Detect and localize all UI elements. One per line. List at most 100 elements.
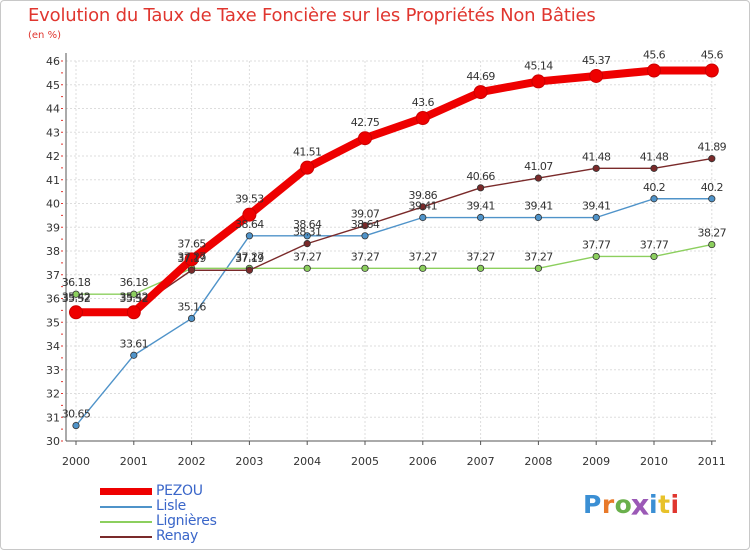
data-label-lignieres: 36.18 xyxy=(120,276,149,289)
point-lignieres xyxy=(361,264,369,272)
data-label-renay: 41.48 xyxy=(640,150,669,163)
data-label-pezou: 35.42 xyxy=(120,290,149,303)
point-pezou xyxy=(473,85,488,100)
legend-swatch-lignieres xyxy=(100,520,152,523)
point-lignieres xyxy=(650,252,658,261)
data-label-lisle: 38.64 xyxy=(293,218,322,231)
data-label-renay: 41.89 xyxy=(698,141,727,154)
y-tick-label: 39 xyxy=(46,221,60,234)
x-tick-label: 2001 xyxy=(120,455,148,468)
logo-letter: o xyxy=(614,490,633,519)
data-labels: 30.65 33.61 35.16 38.64 38.64 38.64 39.41 39.41… xyxy=(62,49,727,421)
legend-swatch-lisle xyxy=(100,505,152,508)
data-label-lignieres: 37.77 xyxy=(582,238,611,251)
y-axis-unit: (en %) xyxy=(28,30,61,41)
series-lines xyxy=(69,63,719,430)
point-pezou xyxy=(589,68,604,83)
data-label-lignieres: 37.27 xyxy=(409,250,438,263)
point-pezou xyxy=(415,111,430,125)
y-tick-label: 38 xyxy=(46,245,60,258)
point-lignieres xyxy=(303,264,311,272)
legend-swatch-renay xyxy=(100,535,152,538)
data-label-lisle: 38.64 xyxy=(235,218,264,231)
y-tick-label: 35 xyxy=(46,316,60,329)
y-tick-label: 43 xyxy=(46,126,60,139)
data-label-lignieres: 37.27 xyxy=(524,250,553,263)
data-label-pezou: 45.6 xyxy=(643,49,666,62)
y-tick-label: 40 xyxy=(46,198,60,211)
point-pezou xyxy=(184,252,199,267)
series-line-lignieres xyxy=(75,243,713,295)
x-tick-label: 2006 xyxy=(409,455,437,468)
series-line-pezou xyxy=(72,66,716,317)
series-line-renay xyxy=(75,157,713,311)
y-tick-label: 34 xyxy=(46,340,60,353)
data-label-pezou: 45.14 xyxy=(524,59,553,72)
data-label-renay: 37.19 xyxy=(177,252,206,265)
data-label-renay: 37.19 xyxy=(235,252,264,265)
x-tick-label: 2010 xyxy=(640,455,668,468)
x-tick-label: 2002 xyxy=(178,455,206,468)
legend-label-lignieres: Lignières xyxy=(156,513,217,529)
legend-label-pezou: PEZOU xyxy=(156,483,203,499)
point-lignieres xyxy=(476,264,485,272)
axes: 30 31 32 33 34 35 36 37 38 39 40 41 42 43 44 45 46 2000 20… xyxy=(46,53,726,468)
y-tick-label: 36 xyxy=(46,293,60,306)
point-lisle xyxy=(534,213,543,222)
data-label-lignieres: 37.27 xyxy=(293,250,322,263)
point-renay xyxy=(245,266,253,274)
point-pezou xyxy=(358,131,372,146)
legend: PEZOU Lisle Lignières Renay xyxy=(100,484,217,544)
point-renay xyxy=(592,164,600,172)
data-label-lisle: 38.64 xyxy=(351,218,380,231)
data-label-lisle: 39.41 xyxy=(582,200,611,213)
x-tick-label: 2005 xyxy=(351,455,379,468)
point-renay xyxy=(476,184,485,192)
data-label-lisle: 33.61 xyxy=(120,337,149,350)
legend-item-pezou: PEZOU xyxy=(100,484,217,499)
data-label-renay: 41.48 xyxy=(582,150,611,163)
point-renay xyxy=(534,174,543,182)
y-tick-label: 42 xyxy=(46,150,60,163)
x-tick-label: 2003 xyxy=(235,455,263,468)
point-lisle xyxy=(303,232,311,240)
data-label-renay: 35.52 xyxy=(120,292,149,305)
y-tick-label: 45 xyxy=(46,79,60,92)
point-lisle xyxy=(476,213,485,222)
data-label-lisle: 40.2 xyxy=(643,181,665,194)
point-renay xyxy=(419,203,427,211)
data-label-lignieres: 37.27 xyxy=(235,250,264,263)
data-label-pezou: 37.65 xyxy=(177,237,206,250)
x-tick-label: 2004 xyxy=(293,455,321,468)
y-tick-label: 33 xyxy=(46,364,60,377)
data-label-renay: 41.07 xyxy=(524,160,553,173)
data-label-pezou: 44.69 xyxy=(466,70,495,83)
point-pezou xyxy=(242,207,257,222)
legend-item-lignieres: Lignières xyxy=(100,514,217,529)
data-label-renay: 35.52 xyxy=(62,292,91,305)
x-tick-label: 2008 xyxy=(524,455,552,468)
data-label-lignieres: 37.27 xyxy=(351,250,380,263)
point-lisle xyxy=(245,232,253,240)
legend-item-lisle: Lisle xyxy=(100,499,217,514)
data-label-lisle: 39.41 xyxy=(524,200,553,213)
x-tick-label: 2000 xyxy=(62,455,90,468)
data-label-lignieres: 37.77 xyxy=(640,238,669,251)
x-tick-label: 2007 xyxy=(467,455,495,468)
y-tick-label: 30 xyxy=(46,435,60,448)
data-label-lisle: 39.41 xyxy=(466,200,495,213)
point-pezou xyxy=(69,305,83,320)
data-label-lignieres: 38.27 xyxy=(698,227,727,240)
legend-swatch-pezou xyxy=(100,488,152,495)
point-lisle xyxy=(419,213,427,222)
point-pezou xyxy=(704,63,719,78)
data-label-pezou: 45.6 xyxy=(701,49,724,62)
point-lignieres xyxy=(419,264,427,272)
point-lisle xyxy=(650,195,658,203)
point-renay xyxy=(650,164,658,172)
point-lignieres xyxy=(72,290,80,298)
logo-letter: i xyxy=(670,490,680,519)
point-lisle xyxy=(130,351,138,359)
logo-letter: x xyxy=(631,487,651,522)
data-label-lisle: 39.41 xyxy=(409,200,438,213)
